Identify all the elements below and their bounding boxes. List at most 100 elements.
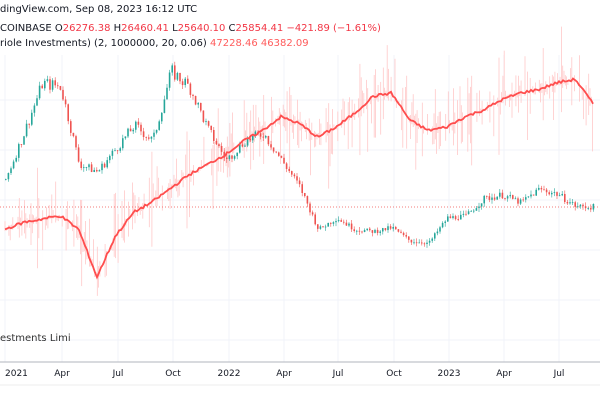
candle <box>54 80 56 86</box>
candle <box>519 199 522 204</box>
candle <box>514 198 517 200</box>
candle <box>31 112 33 125</box>
candle <box>452 216 454 219</box>
candle <box>155 129 158 133</box>
candle <box>254 131 257 136</box>
candle <box>376 229 379 233</box>
candle <box>410 239 413 243</box>
candle <box>527 196 530 198</box>
candle <box>553 192 556 193</box>
candle <box>135 121 137 130</box>
candle <box>192 94 194 96</box>
candle <box>470 210 472 212</box>
candle <box>20 144 23 145</box>
candle <box>426 242 428 244</box>
candle <box>447 216 449 222</box>
candle <box>181 81 184 86</box>
candle <box>98 170 101 172</box>
candle <box>530 194 532 197</box>
candle <box>574 202 576 207</box>
candle <box>434 233 436 239</box>
candle <box>408 236 410 240</box>
candle <box>41 85 43 89</box>
candle <box>124 136 127 139</box>
candle <box>88 164 90 168</box>
candle <box>205 121 207 122</box>
candle <box>161 112 163 122</box>
candle <box>38 85 41 99</box>
symbol: COINBASE <box>0 23 52 34</box>
candle <box>454 216 457 220</box>
candle <box>345 222 348 226</box>
candle <box>111 150 114 156</box>
candle <box>304 193 306 197</box>
candle <box>114 150 116 152</box>
candle <box>10 168 12 174</box>
candle <box>512 195 514 199</box>
l-label: L <box>172 23 178 34</box>
candle <box>23 136 25 145</box>
x-tick-label: 2023 <box>438 369 461 379</box>
candle <box>397 229 400 232</box>
candle <box>85 167 88 168</box>
candle <box>569 202 571 204</box>
indicator-value-2: 46382.09 <box>260 38 309 49</box>
candle <box>587 208 589 209</box>
candle <box>184 78 186 86</box>
candle <box>577 206 579 208</box>
candle <box>522 199 524 201</box>
candle <box>275 151 277 153</box>
candle <box>80 161 82 169</box>
candle <box>400 231 402 233</box>
change-value: −421.89 (−1.61%) <box>286 23 381 34</box>
candle <box>163 99 166 113</box>
x-tick-label: Apr <box>276 369 292 379</box>
candle <box>122 138 124 149</box>
candle <box>148 137 150 139</box>
candle <box>116 150 119 152</box>
source-header: dingView.com, Sep 08, 2023 16:12 UTC <box>0 4 198 15</box>
candle <box>262 136 264 138</box>
candle <box>571 202 574 204</box>
candle <box>109 155 111 161</box>
candle <box>15 157 17 162</box>
candle <box>129 128 132 132</box>
candle <box>309 203 311 213</box>
candle <box>564 193 566 202</box>
candle <box>306 196 309 204</box>
candle <box>77 147 80 162</box>
x-tick-label: Oct <box>386 369 402 379</box>
candle <box>296 176 298 181</box>
candle <box>12 161 15 169</box>
candle <box>301 184 303 194</box>
x-tick-label: Jul <box>112 369 124 379</box>
candle <box>423 243 426 245</box>
candle <box>558 195 561 197</box>
candle <box>369 228 371 231</box>
candle <box>218 144 220 147</box>
candle <box>504 198 506 200</box>
candle <box>314 214 316 225</box>
candle <box>101 163 103 171</box>
candle <box>363 230 366 232</box>
candle <box>33 105 36 113</box>
candle <box>480 203 483 207</box>
candle <box>18 144 20 158</box>
candle <box>259 133 262 137</box>
candle <box>324 226 327 228</box>
candle <box>44 80 46 89</box>
candle <box>46 79 49 81</box>
candle <box>449 216 452 219</box>
candle <box>51 80 54 90</box>
candle <box>332 222 335 224</box>
candle <box>57 85 59 87</box>
candle <box>465 213 467 215</box>
ohlc-legend: COINBASE O26276.38 H26460.41 L25640.10 C… <box>0 23 381 34</box>
indicator-name: riole Investments) (2, 1000000, 20, 0.06… <box>0 38 207 49</box>
candle <box>337 220 340 222</box>
candle <box>358 230 361 232</box>
candle <box>202 110 205 122</box>
candle <box>473 210 475 212</box>
